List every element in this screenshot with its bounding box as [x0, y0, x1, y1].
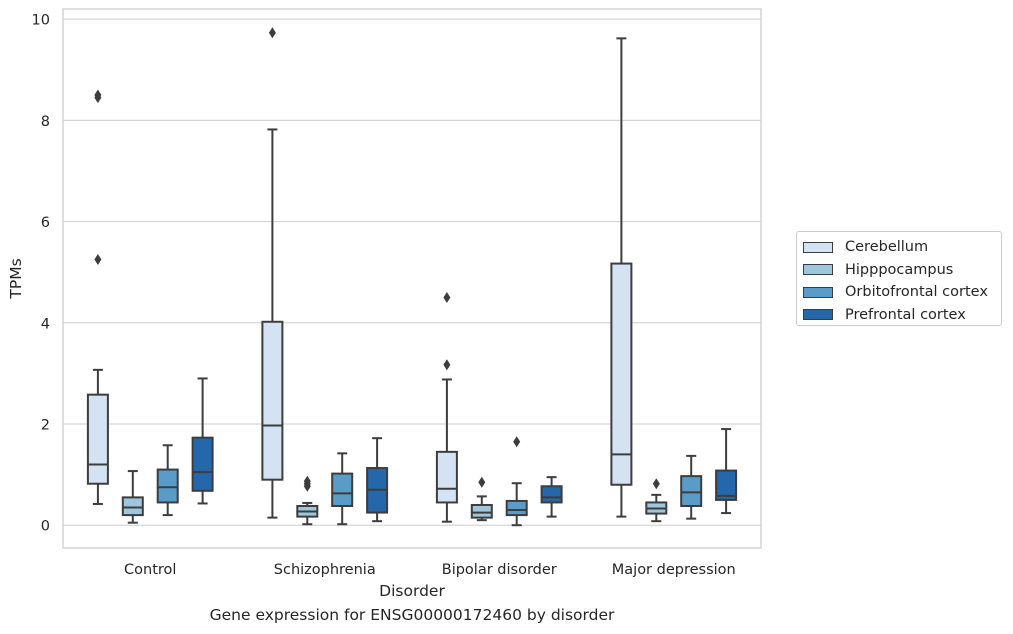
box-iqr: [715, 469, 738, 501]
box-iqr: [610, 262, 633, 486]
box-iqr: [435, 450, 458, 504]
y-tick-label: 8: [41, 114, 50, 130]
y-tick-label: 10: [32, 13, 50, 29]
boxplot-box: [470, 476, 493, 522]
boxplot-box: [296, 475, 319, 526]
outlier-point: [443, 359, 451, 371]
legend-item: Orbitofrontal cortex: [803, 281, 1001, 304]
y-tick-label: 2: [41, 418, 50, 434]
boxplot-box: [86, 89, 109, 505]
box-iqr: [191, 436, 214, 492]
box-group: [610, 37, 738, 523]
boxplot-box: [156, 444, 179, 517]
legend-swatch: [803, 241, 833, 253]
plot-frame: [62, 8, 762, 549]
outlier-point: [94, 254, 102, 266]
x-tick-label: Major depression: [612, 562, 736, 578]
boxplot-box: [610, 37, 633, 518]
boxplot-box: [191, 377, 214, 505]
outlier-point: [513, 436, 521, 448]
x-axis-label: Disorder: [379, 582, 445, 600]
outlier-point: [303, 475, 311, 487]
boxplot-box: [505, 436, 528, 527]
box-iqr: [331, 472, 354, 507]
box-iqr: [540, 485, 563, 504]
y-tick-label: 6: [41, 215, 50, 231]
y-axis-label: TPMs: [7, 258, 25, 299]
legend-label: Cerebellum: [845, 239, 929, 256]
figure-caption: Gene expression for ENSG00000172460 by d…: [209, 606, 615, 624]
outlier-point: [268, 27, 276, 39]
boxplot-groups: [86, 27, 738, 527]
x-tick-labels: Control Schizophrenia Bipolar disorder Majo…: [124, 562, 736, 578]
box-group: [435, 291, 563, 527]
box-iqr: [261, 320, 284, 481]
boxplot-box: [331, 452, 354, 526]
legend: Cerebellum Hipppocampus Orbitofrontal cort…: [796, 231, 1002, 326]
legend-item: Hipppocampus: [803, 259, 1001, 282]
boxplot-box: [121, 470, 144, 524]
box-iqr: [121, 496, 144, 517]
legend-swatch: [803, 286, 833, 298]
y-tick-label: 4: [41, 316, 50, 332]
y-tick-label: 0: [41, 519, 50, 535]
boxplot-box: [680, 454, 703, 520]
boxplot-box: [435, 291, 458, 523]
boxplot-box: [715, 428, 738, 515]
boxplot-box: [366, 437, 389, 523]
legend-item: Prefrontal cortex: [803, 304, 1001, 327]
box-iqr: [156, 468, 179, 504]
x-tick-label: Control: [124, 562, 176, 578]
legend-label: Orbitofrontal cortex: [845, 284, 988, 301]
gridlines: [63, 18, 761, 526]
boxplot-box: [540, 476, 563, 518]
boxplot-box: [261, 27, 284, 519]
outlier-point: [478, 476, 486, 488]
y-tick-labels: 0 2 4 6 8 10: [32, 13, 50, 535]
outlier-point: [443, 291, 451, 303]
box-iqr: [505, 499, 528, 517]
legend-swatch: [803, 264, 833, 276]
box-iqr: [86, 393, 109, 485]
legend-swatch: [803, 309, 833, 321]
box-iqr: [470, 503, 493, 519]
boxplot-box: [645, 478, 668, 523]
outlier-point: [94, 89, 102, 101]
x-tick-label: Schizophrenia: [274, 562, 376, 578]
legend-label: Prefrontal cortex: [845, 306, 966, 323]
x-tick-label: Bipolar disorder: [442, 562, 557, 578]
legend-label: Hipppocampus: [845, 261, 954, 278]
box-iqr: [680, 475, 703, 507]
box-group: [261, 27, 389, 526]
legend-item: Cerebellum: [803, 236, 1001, 259]
box-group: [86, 89, 214, 524]
outlier-point: [652, 478, 660, 490]
